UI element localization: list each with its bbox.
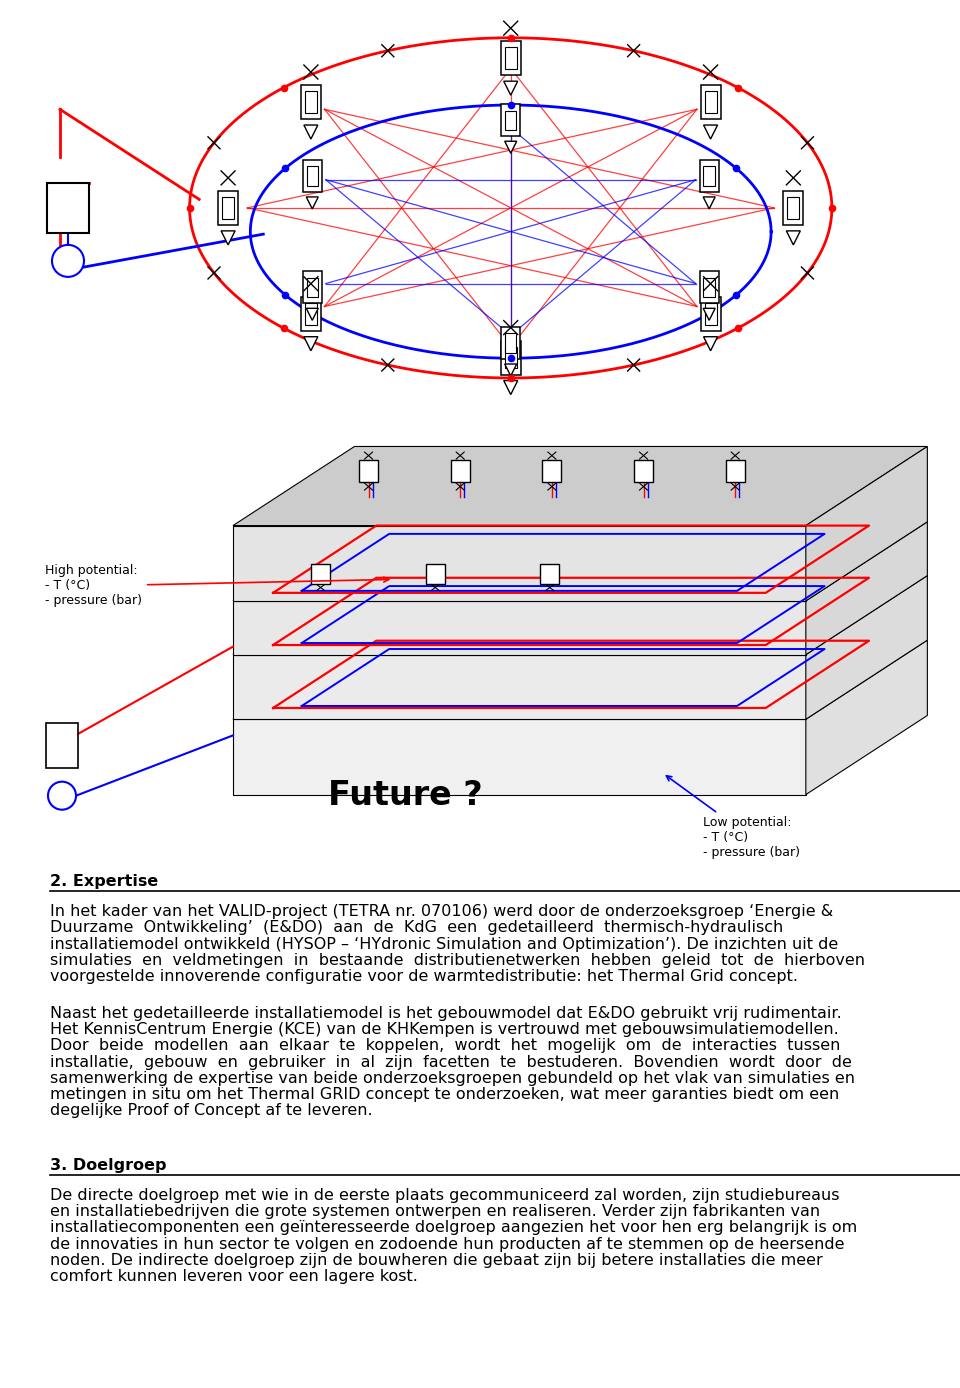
- Text: Door  beide  modellen  aan  elkaar  te  koppelen,  wordt  het  mogelijk  om  de : Door beide modellen aan elkaar te koppel…: [50, 1038, 840, 1053]
- Text: Future ?: Future ?: [327, 780, 482, 812]
- Bar: [300, 297, 321, 330]
- Text: High potential:
- T (°C)
- pressure (bar): High potential: - T (°C) - pressure (bar…: [45, 565, 389, 608]
- Text: installatie,  gebouw  en  gebruiker  in  al  zijn  facetten  te  bestuderen.  Bo: installatie, gebouw en gebruiker in al z…: [50, 1055, 852, 1070]
- Bar: [700, 160, 719, 192]
- Bar: [501, 104, 520, 136]
- Text: Duurzame  Ontwikkeling’  (E&DO)  aan  de  KdG  een  gedetailleerd  thermisch-hyd: Duurzame Ontwikkeling’ (E&DO) aan de KdG…: [50, 920, 783, 936]
- Polygon shape: [703, 197, 715, 210]
- Bar: [700, 271, 719, 304]
- Polygon shape: [805, 522, 927, 655]
- Polygon shape: [304, 337, 318, 351]
- Text: installatiecomponenten een geïnteresseerde doelgroep aangezien het voor hen erg : installatiecomponenten een geïnteresseer…: [50, 1220, 857, 1235]
- Bar: [505, 111, 516, 130]
- Bar: [305, 92, 317, 112]
- Text: degelijke Proof of Concept af te leveren.: degelijke Proof of Concept af te leveren…: [50, 1103, 372, 1119]
- Circle shape: [52, 244, 84, 276]
- Text: en installatiebedrijven die grote systemen ontwerpen en realiseren. Verder zijn : en installatiebedrijven die grote system…: [50, 1203, 820, 1219]
- Bar: [302, 160, 322, 192]
- Bar: [306, 278, 318, 297]
- Bar: [505, 47, 516, 69]
- Bar: [701, 85, 721, 119]
- Polygon shape: [505, 364, 516, 376]
- Polygon shape: [233, 576, 927, 655]
- Text: voorgestelde innoverende configuratie voor de warmtedistributie: het Thermal Gri: voorgestelde innoverende configuratie vo…: [50, 969, 798, 984]
- Polygon shape: [233, 601, 805, 655]
- Text: 2. Expertise: 2. Expertise: [50, 874, 158, 890]
- Text: samenwerking de expertise van beide onderzoeksgroepen gebundeld op het vlak van : samenwerking de expertise van beide onde…: [50, 1072, 855, 1085]
- Bar: [540, 564, 560, 583]
- Bar: [634, 459, 653, 482]
- Polygon shape: [306, 308, 319, 321]
- Polygon shape: [704, 125, 717, 139]
- Bar: [701, 297, 721, 330]
- Bar: [46, 723, 78, 768]
- Polygon shape: [504, 81, 517, 96]
- Polygon shape: [805, 640, 927, 794]
- Text: metingen in situ om het Thermal GRID concept te onderzoeken, wat meer garanties : metingen in situ om het Thermal GRID con…: [50, 1087, 839, 1102]
- Bar: [359, 459, 378, 482]
- Bar: [305, 303, 317, 325]
- Bar: [505, 333, 516, 353]
- Polygon shape: [233, 522, 927, 601]
- Bar: [787, 197, 800, 219]
- Bar: [222, 197, 234, 219]
- Bar: [704, 278, 715, 297]
- Bar: [704, 167, 715, 186]
- Text: In het kader van het VALID-project (TETRA nr. 070106) werd door de onderzoeksgro: In het kader van het VALID-project (TETR…: [50, 904, 833, 919]
- Polygon shape: [704, 337, 717, 351]
- Bar: [505, 347, 516, 368]
- Bar: [311, 564, 330, 583]
- Text: Naast het gedetailleerde installatiemodel is het gebouwmodel dat E&DO gebruikt v: Naast het gedetailleerde installatiemode…: [50, 1006, 842, 1020]
- Polygon shape: [703, 308, 715, 321]
- Text: De directe doelgroep met wie in de eerste plaats gecommuniceerd zal worden, zijn: De directe doelgroep met wie in de eerst…: [50, 1188, 839, 1203]
- Bar: [705, 303, 716, 325]
- Bar: [425, 564, 444, 583]
- Polygon shape: [304, 125, 318, 139]
- Polygon shape: [233, 719, 805, 794]
- Text: installatiemodel ontwikkeld (HYSOP – ‘HYdronic Simulation and Optimization’). De: installatiemodel ontwikkeld (HYSOP – ‘HY…: [50, 937, 838, 952]
- Bar: [726, 459, 745, 482]
- Text: simulaties  en  veldmetingen  in  bestaande  distributienetwerken  hebben  gelei: simulaties en veldmetingen in bestaande …: [50, 954, 865, 967]
- Bar: [450, 459, 469, 482]
- Polygon shape: [221, 230, 235, 244]
- Polygon shape: [504, 380, 517, 394]
- Text: 3. Doelgroep: 3. Doelgroep: [50, 1158, 166, 1173]
- Polygon shape: [786, 230, 801, 244]
- Text: Het KennisCentrum Energie (KCE) van de KHKempen is vertrouwd met gebouwsimulatie: Het KennisCentrum Energie (KCE) van de K…: [50, 1022, 839, 1037]
- Bar: [705, 92, 716, 112]
- Polygon shape: [805, 447, 927, 601]
- Bar: [783, 192, 804, 225]
- Polygon shape: [233, 655, 805, 719]
- Polygon shape: [233, 640, 927, 719]
- Text: comfort kunnen leveren voor een lagere kost.: comfort kunnen leveren voor een lagere k…: [50, 1269, 418, 1284]
- Text: noden. De indirecte doelgroep zijn de bouwheren die gebaat zijn bij betere insta: noden. De indirecte doelgroep zijn de bo…: [50, 1253, 823, 1269]
- Bar: [302, 271, 322, 304]
- Polygon shape: [306, 197, 319, 210]
- Polygon shape: [805, 576, 927, 719]
- Polygon shape: [505, 142, 516, 153]
- Text: de innovaties in hun sector te volgen en zodoende hun producten af te stemmen op: de innovaties in hun sector te volgen en…: [50, 1237, 845, 1252]
- Bar: [306, 167, 318, 186]
- Bar: [218, 192, 238, 225]
- Bar: [501, 340, 520, 375]
- Bar: [501, 42, 520, 75]
- Polygon shape: [233, 447, 927, 526]
- Text: Low potential:
- T (°C)
- pressure (bar): Low potential: - T (°C) - pressure (bar): [666, 776, 800, 859]
- Bar: [501, 328, 520, 359]
- Circle shape: [48, 781, 76, 809]
- Bar: [300, 85, 321, 119]
- Polygon shape: [233, 526, 805, 601]
- Bar: [542, 459, 562, 482]
- Bar: [47, 183, 89, 233]
